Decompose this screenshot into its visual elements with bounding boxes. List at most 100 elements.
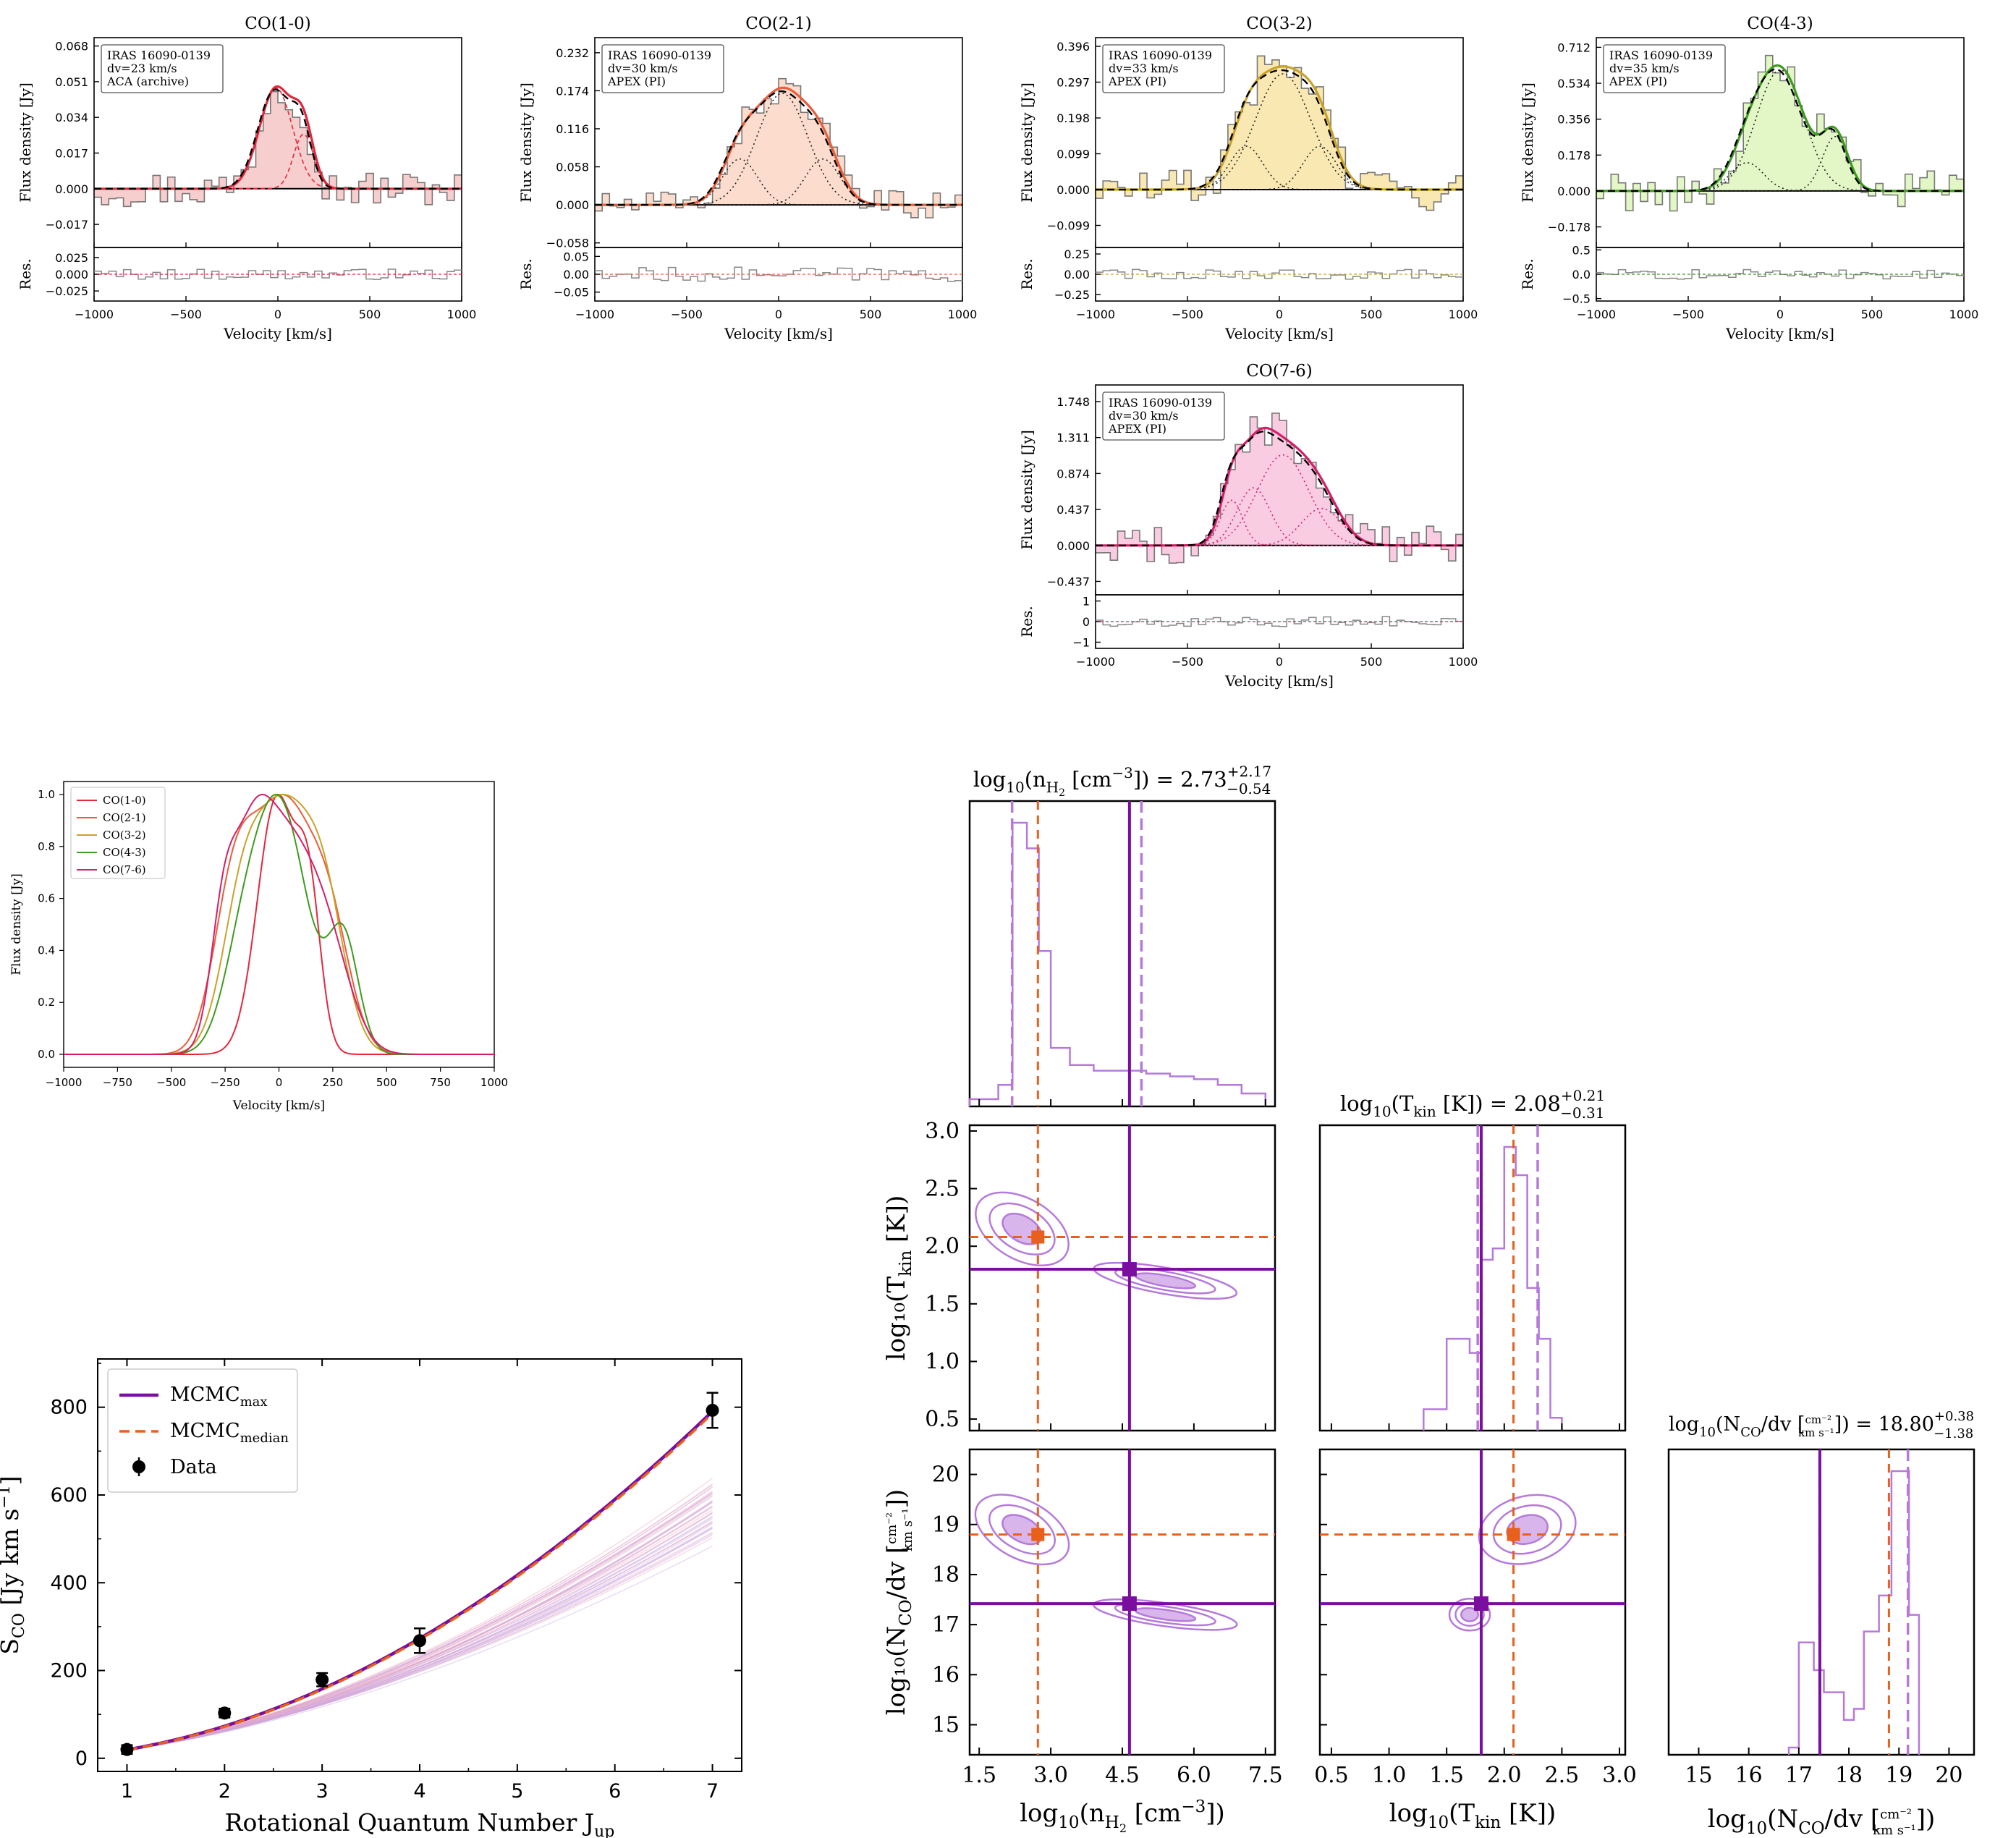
tt: −3 xyxy=(1111,764,1132,782)
corner-y-tick-label: 1.5 xyxy=(925,1292,960,1317)
spectrum-fill xyxy=(595,78,962,218)
tt: +0.21 xyxy=(1561,1087,1605,1104)
legend-line-2: dv=30 km/s xyxy=(1109,409,1179,423)
residual-histogram xyxy=(1096,616,1463,627)
tt: cm⁻² xyxy=(1805,1413,1831,1426)
corner-y-tick-label: 16 xyxy=(932,1662,960,1687)
al: log xyxy=(1708,1805,1746,1834)
tt: −0.54 xyxy=(1227,780,1271,797)
mcmc-sample-curve xyxy=(127,1521,713,1750)
sled-y-label-sup: −1 xyxy=(0,1485,14,1508)
res-axis-label: Res. xyxy=(1018,258,1035,290)
data-point-j4 xyxy=(413,1634,426,1648)
al: (N xyxy=(1767,1805,1798,1834)
al: log₁₀(N xyxy=(882,1626,911,1715)
x-tick-label: 1000 xyxy=(1949,308,1979,321)
legend-line-3: APEX (PI) xyxy=(1108,75,1166,88)
spectrum-title: CO(4-3) xyxy=(1747,14,1813,33)
al: (T xyxy=(1449,1799,1475,1828)
x-tick-label: 500 xyxy=(1861,308,1884,321)
spectrum-histogram xyxy=(1096,55,1463,211)
spectrum-panel-2: CO(2-1)−0.0580.0000.0580.1160.1740.232−0… xyxy=(517,14,977,342)
sled-y-tick-label: 400 xyxy=(50,1572,88,1594)
norm-legend-label: CO(3-2) xyxy=(103,829,146,842)
y-tick-label: 0.198 xyxy=(1056,111,1090,125)
corner-x-tick-label: 7.5 xyxy=(1248,1763,1283,1788)
mcmc-sample-curve xyxy=(127,1520,713,1751)
spectrum-fill xyxy=(1096,413,1463,564)
sled-x-tick-label: 3 xyxy=(316,1780,329,1803)
mcmc-sample-curve xyxy=(127,1526,713,1750)
x-tick-label: −500 xyxy=(671,308,703,321)
legend-line-3: APEX (PI) xyxy=(607,75,666,88)
x-tick-label: −500 xyxy=(1172,308,1203,321)
y-tick-label: 0.068 xyxy=(55,40,88,54)
data-point-j7 xyxy=(706,1403,719,1417)
legend-max-label: MCMCmax xyxy=(170,1384,268,1410)
spectrum-fill xyxy=(1096,56,1463,211)
tt: (N xyxy=(1716,1413,1740,1436)
tt: −1.38 xyxy=(1934,1426,1973,1441)
tt: kin xyxy=(1413,1103,1436,1120)
mcmc-sample-curve xyxy=(127,1534,713,1750)
res-axis-label: Res. xyxy=(517,258,535,290)
norm-series-5 xyxy=(64,794,494,1055)
norm-x-tick-label: −250 xyxy=(211,1076,240,1089)
x-tick-label: −1000 xyxy=(1076,308,1115,321)
mcmc-sample-curve xyxy=(127,1546,713,1751)
contour-level xyxy=(1492,1504,1562,1555)
al: 10 xyxy=(1058,1813,1079,1832)
model-dashed-line xyxy=(1096,431,1463,546)
legend-box xyxy=(601,44,724,93)
x-axis-label: Velocity [km/s] xyxy=(223,325,332,342)
mcmc-sample-curve xyxy=(127,1523,713,1751)
tt: (T xyxy=(1392,1091,1414,1116)
corner-x-tick-label: 3.0 xyxy=(1602,1763,1637,1788)
mcmc-sample-curve xyxy=(127,1518,713,1750)
sled-x-label-sub: up xyxy=(594,1823,614,1838)
sled-x-label-main: Rotational Quantum Number J xyxy=(225,1808,594,1837)
y-tick-label: −0.058 xyxy=(546,237,589,250)
sled-x-tick-label: 2 xyxy=(219,1780,231,1803)
model-dashed-line xyxy=(94,88,462,190)
corner-x-tick-label: 16 xyxy=(1735,1763,1763,1788)
mcmc-sample-curve xyxy=(127,1528,713,1750)
mcmc-median-curve xyxy=(127,1412,713,1751)
mcmc-sample-curve xyxy=(127,1483,713,1750)
x-tick-label: 1000 xyxy=(948,308,978,321)
contour-level xyxy=(974,1494,1070,1566)
corner-frame-nh2-hist xyxy=(968,800,1276,1108)
legend-max-sub: max xyxy=(240,1394,268,1410)
hist-nh2 xyxy=(968,821,1267,1106)
legend-box xyxy=(1102,391,1225,441)
x-tick-label: 1000 xyxy=(447,308,477,321)
legend-line-1: IRAS 16090-0139 xyxy=(107,48,211,62)
x-tick-label: 1000 xyxy=(1449,308,1478,321)
data-point-j3 xyxy=(315,1673,329,1687)
max-marker xyxy=(1473,1596,1488,1612)
tt: −0.31 xyxy=(1560,1104,1604,1122)
al: (n xyxy=(1080,1799,1105,1828)
mcmc-sample-curve xyxy=(127,1486,713,1750)
x-tick-label: −1000 xyxy=(575,308,614,321)
corner-y-tick-label: 2.5 xyxy=(925,1177,960,1202)
res-y-tick-label: 0.00 xyxy=(563,268,589,281)
mcmc-sample-curve xyxy=(127,1494,713,1750)
corner-y-tick-label: 17 xyxy=(932,1612,960,1638)
mcmc-sample-curve xyxy=(127,1491,713,1750)
mcmc-sample-curve xyxy=(127,1486,713,1750)
x-tick-label: −1000 xyxy=(1076,655,1115,669)
al: −3 xyxy=(1181,1797,1206,1816)
x-axis-label: Velocity [km/s] xyxy=(1224,325,1334,342)
corner-x-tick-label: 3.0 xyxy=(1033,1763,1068,1788)
contour-level xyxy=(988,1202,1056,1255)
al: /dv [ xyxy=(882,1544,911,1600)
res-y-tick-label: 0 xyxy=(1083,615,1090,629)
spectra-panels: CO(1-0)−0.0170.0000.0170.0340.0510.068−0… xyxy=(17,14,1978,690)
legend-line-1: IRAS 16090-0139 xyxy=(1109,396,1212,410)
al: [K]) xyxy=(1501,1799,1556,1828)
mcmc-sample-curve xyxy=(127,1501,713,1750)
corner-title-nco: log10(NCO/dv [cm⁻² km s⁻¹]) = 18.80+0.38 −… xyxy=(1669,1409,1974,1441)
